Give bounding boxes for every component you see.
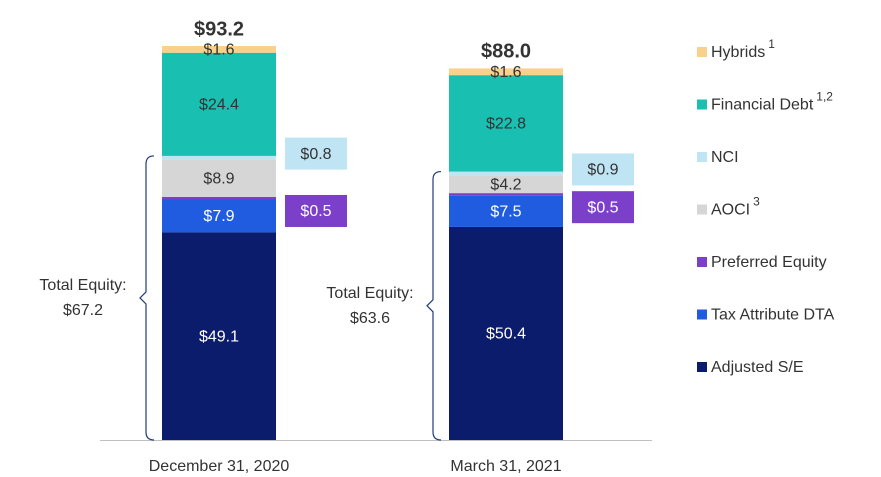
legend-swatch <box>697 152 707 162</box>
legend-label: Hybrids1 <box>711 37 775 61</box>
legend-swatch <box>697 362 707 372</box>
legend-name: Hybrids <box>711 44 765 61</box>
callout-box <box>285 194 347 227</box>
data-label: $7.9 <box>203 208 234 225</box>
bar-segment <box>162 196 276 200</box>
bar-segment <box>449 195 563 227</box>
legend-swatch <box>697 309 707 320</box>
legend-label: AOCI3 <box>711 195 760 219</box>
data-label: $8.9 <box>203 170 234 187</box>
total-label: $88.0 <box>481 41 531 63</box>
bar-segment <box>449 68 563 76</box>
data-label: $0.5 <box>587 199 618 216</box>
legend-label: Adjusted S/E <box>711 359 804 376</box>
data-label: $1.6 <box>203 42 234 59</box>
callout-box <box>572 153 634 186</box>
bar-segment <box>449 226 563 440</box>
legend-name: Adjusted S/E <box>711 359 804 376</box>
x-tick-label: December 31, 2020 <box>149 458 290 475</box>
equity-value: $67.2 <box>63 302 103 319</box>
bar-segment <box>449 75 563 172</box>
data-label: $1.6 <box>490 64 521 81</box>
data-label: $0.5 <box>300 203 331 220</box>
equity-value: $63.6 <box>350 310 390 327</box>
bar-segment <box>162 199 276 233</box>
legend-name: Financial Debt <box>711 97 814 114</box>
legend-name: Tax Attribute DTA <box>711 307 835 324</box>
legend-label: Preferred Equity <box>711 254 827 271</box>
bar-segment <box>162 46 276 53</box>
equity-title: Total Equity: <box>39 277 126 294</box>
data-label: $0.9 <box>587 162 618 179</box>
legend-swatch <box>697 257 707 267</box>
legend-swatch <box>697 47 707 57</box>
equity-title: Total Equity: <box>326 285 413 302</box>
data-label: $50.4 <box>486 326 526 343</box>
equity-bracket <box>139 155 155 441</box>
data-label: $22.8 <box>486 116 526 133</box>
x-tick-label: March 31, 2021 <box>450 458 561 475</box>
legend-note: 1,2 <box>816 90 833 104</box>
data-label: $0.8 <box>300 146 331 163</box>
equity-bracket <box>426 170 442 441</box>
bar-segment <box>449 193 563 196</box>
data-label: $49.1 <box>199 328 239 345</box>
legend-label: Financial Debt1,2 <box>711 90 833 114</box>
data-label: $24.4 <box>199 97 239 114</box>
total-label: $93.2 <box>194 18 244 40</box>
bar-segment <box>449 171 563 176</box>
bar-segment <box>162 232 276 440</box>
callout-box <box>285 137 347 170</box>
bar-segment <box>449 175 563 194</box>
bar-segment <box>162 155 276 160</box>
data-label: $4.2 <box>490 176 521 193</box>
legend-name: NCI <box>711 149 739 166</box>
legend-name: AOCI <box>711 202 750 219</box>
legend-swatch <box>697 204 707 215</box>
legend-note: 3 <box>753 195 760 209</box>
data-label: $7.5 <box>490 203 521 220</box>
bar-segment <box>162 52 276 156</box>
legend-note: 1 <box>768 37 775 51</box>
bar-segment <box>162 159 276 197</box>
legend-label: NCI <box>711 149 739 166</box>
legend-name: Preferred Equity <box>711 254 827 271</box>
legend-label: Tax Attribute DTA <box>711 307 835 324</box>
legend-swatch <box>697 99 707 110</box>
callout-box <box>572 191 634 224</box>
